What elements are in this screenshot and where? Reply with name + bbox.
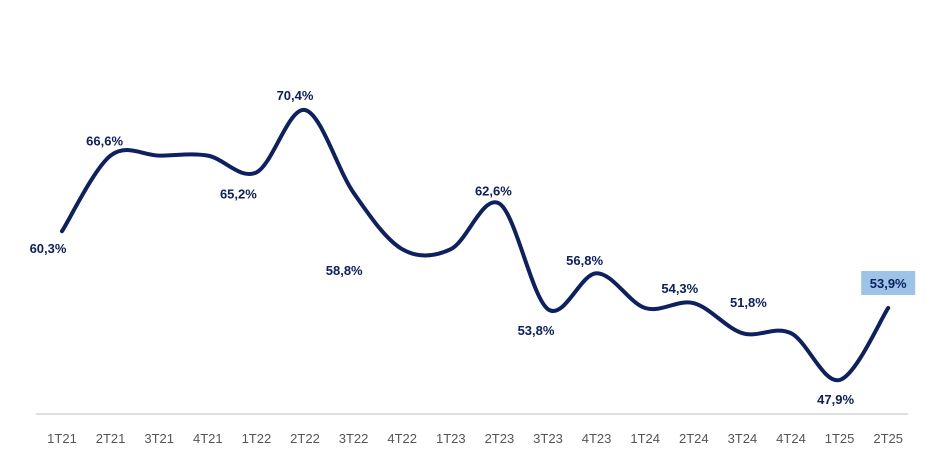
- series-layer: [60, 108, 891, 383]
- data-point-3T24: [740, 331, 744, 335]
- x-tick-label: 2T22: [290, 431, 320, 446]
- data-label: 62,6%: [475, 184, 512, 199]
- data-labels: 60,3% 66,6% 65,2% 70,4% 58,8% 62,6% 53,8% 56,8%…: [30, 88, 916, 407]
- x-tick-label: 4T23: [582, 431, 612, 446]
- data-label: 51,8%: [730, 295, 767, 310]
- data-label: 54,3%: [661, 281, 698, 296]
- data-point-4T22: [400, 247, 404, 251]
- data-point-3T22: [352, 191, 356, 195]
- data-label: 70,4%: [277, 88, 314, 103]
- series-line: [60, 108, 891, 383]
- data-point-4T24: [789, 331, 793, 335]
- data-point-4T23: [595, 271, 599, 275]
- x-tick-label: 4T21: [193, 431, 223, 446]
- x-tick-label: 2T25: [873, 431, 903, 446]
- x-tick-label: 2T24: [679, 431, 709, 446]
- data-point-2T24: [692, 301, 696, 305]
- x-tick-label: 3T24: [728, 431, 758, 446]
- data-label: 53,9%: [870, 276, 907, 291]
- x-tick-label: 1T24: [630, 431, 660, 446]
- data-point-4T21: [206, 154, 210, 158]
- x-tick-label: 3T23: [533, 431, 563, 446]
- data-point-2T21: [109, 154, 113, 158]
- x-tick-label: 2T23: [485, 431, 515, 446]
- data-point-1T24: [643, 306, 647, 310]
- highlight-box: [861, 271, 916, 295]
- data-point-2T25: [886, 306, 890, 310]
- x-tick-label: 3T22: [339, 431, 369, 446]
- data-point-1T25: [838, 378, 842, 382]
- data-point-1T23: [449, 247, 453, 251]
- data-label: 58,8%: [326, 263, 363, 278]
- x-tick-label: 2T21: [96, 431, 126, 446]
- x-tick-label: 4T24: [776, 431, 806, 446]
- data-label: 60,3%: [30, 241, 67, 256]
- data-label: 65,2%: [220, 186, 257, 201]
- data-label: 66,6%: [86, 134, 123, 149]
- data-point-2T22: [303, 108, 307, 112]
- data-point-3T21: [157, 154, 161, 158]
- data-label: 47,9%: [817, 392, 854, 407]
- data-point-1T22: [254, 170, 258, 174]
- x-tick-label: 4T22: [387, 431, 417, 446]
- x-tick-label: 3T21: [144, 431, 174, 446]
- data-point-2T23: [497, 202, 501, 206]
- data-point-3T23: [546, 307, 550, 311]
- data-label: 53,8%: [518, 323, 555, 338]
- x-tick-label: 1T22: [242, 431, 272, 446]
- x-tick-label: 1T23: [436, 431, 466, 446]
- data-point-1T21: [60, 229, 64, 233]
- x-tick-label: 1T21: [47, 431, 77, 446]
- x-tick-label: 1T25: [825, 431, 855, 446]
- data-label: 56,8%: [566, 253, 603, 268]
- x-axis-ticks: 1T21 2T21 3T21 4T21 1T22 2T22 3T22 4T22 1T23 2T23…: [47, 431, 903, 446]
